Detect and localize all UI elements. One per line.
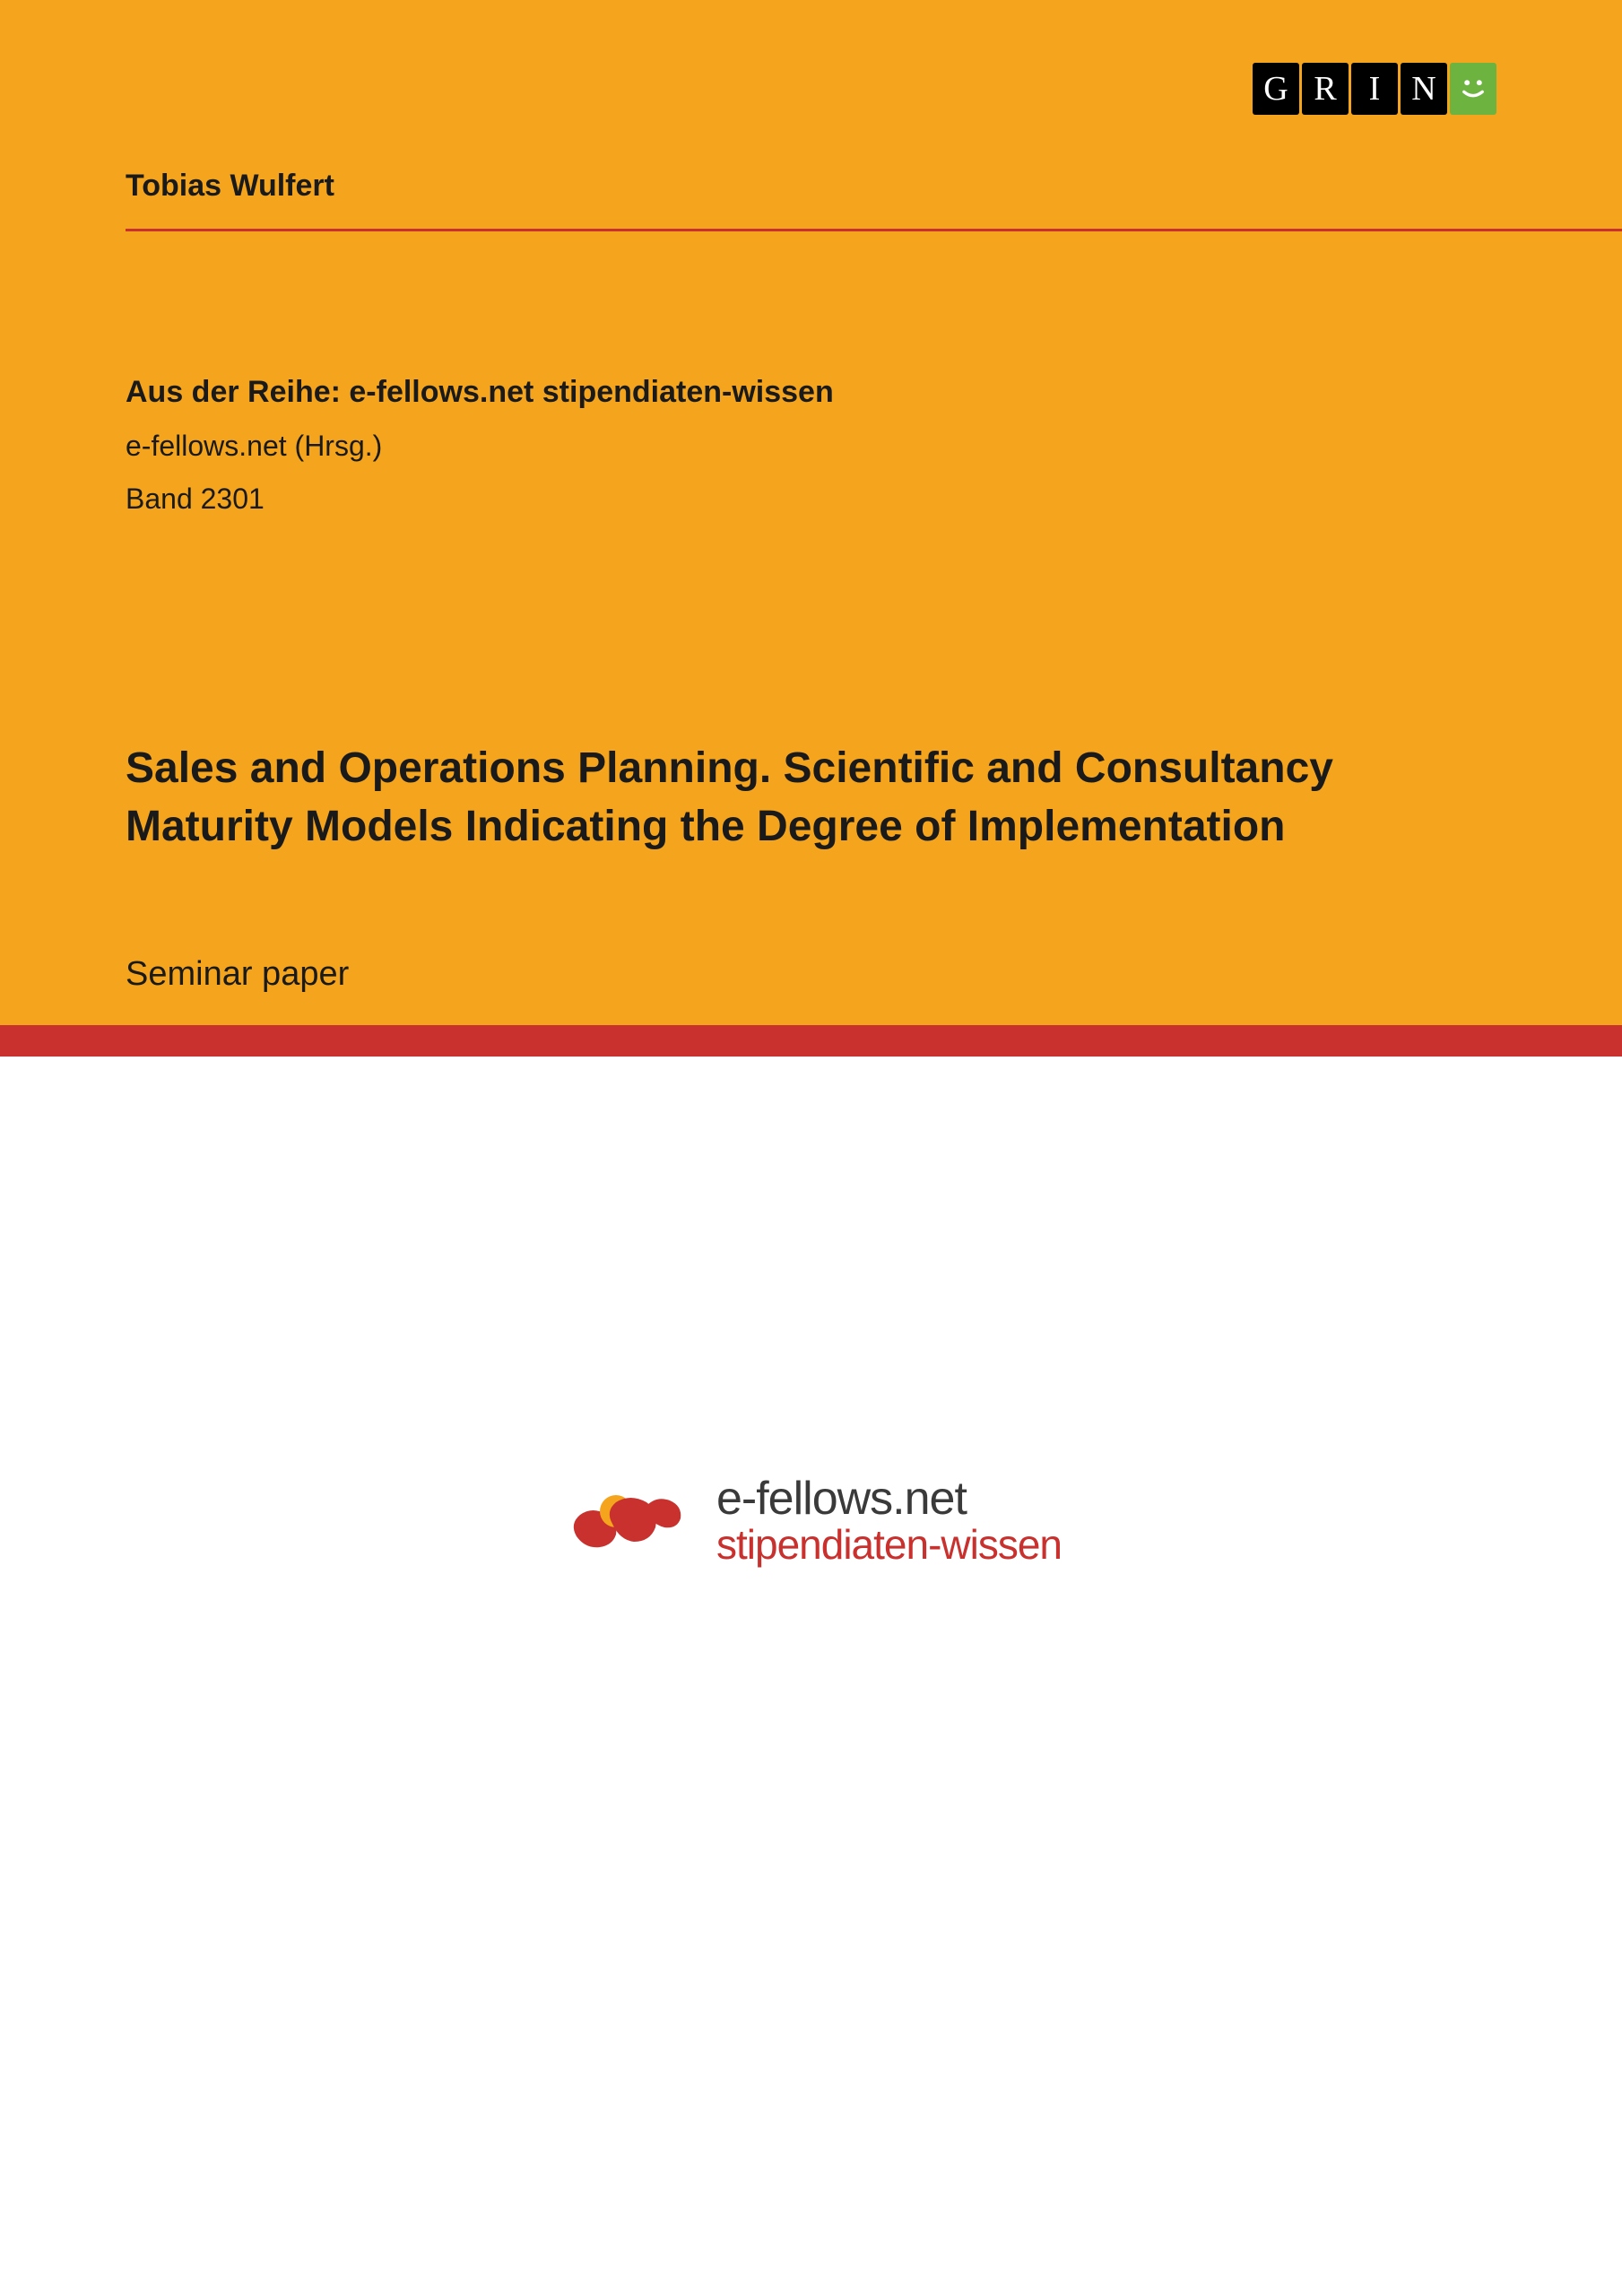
series-label: Aus der Reihe: e-fellows.net stipendiate… [126,375,1496,410]
grin-smile-icon [1450,63,1496,115]
document-type: Seminar paper [126,946,1496,1025]
series-volume: Band 2301 [126,483,1496,516]
document-title: Sales and Operations Planning. Scientifi… [126,740,1381,857]
grin-letter-r: R [1302,63,1349,115]
efellows-line1: e-fellows.net [716,1472,1062,1526]
efellows-icon [560,1472,695,1575]
efellows-line2: stipendiaten-wissen [716,1520,1062,1569]
series-editor: e-fellows.net (Hrsg.) [126,430,1496,463]
cover-top-panel: G R I N Tobias Wulfert Aus der Reihe: e-… [0,0,1622,1025]
grin-logo: G R I N [1253,63,1496,115]
grin-letter-g: G [1253,63,1299,115]
red-separator-bar [0,1025,1622,1057]
cover-bottom-panel: e-fellows.net stipendiaten-wissen [0,1057,1622,2296]
grin-letter-n: N [1401,63,1447,115]
title-block: Sales and Operations Planning. Scientifi… [126,516,1496,946]
efellows-text: e-fellows.net stipendiaten-wissen [716,1472,1062,1569]
author-name: Tobias Wulfert [126,169,1496,229]
grin-letter-i: I [1351,63,1398,115]
series-block: Aus der Reihe: e-fellows.net stipendiate… [126,231,1496,516]
publisher-logo-row: G R I N [126,63,1496,169]
efellows-logo: e-fellows.net stipendiaten-wissen [560,1472,1062,1575]
cover-page: G R I N Tobias Wulfert Aus der Reihe: e-… [0,0,1622,2296]
